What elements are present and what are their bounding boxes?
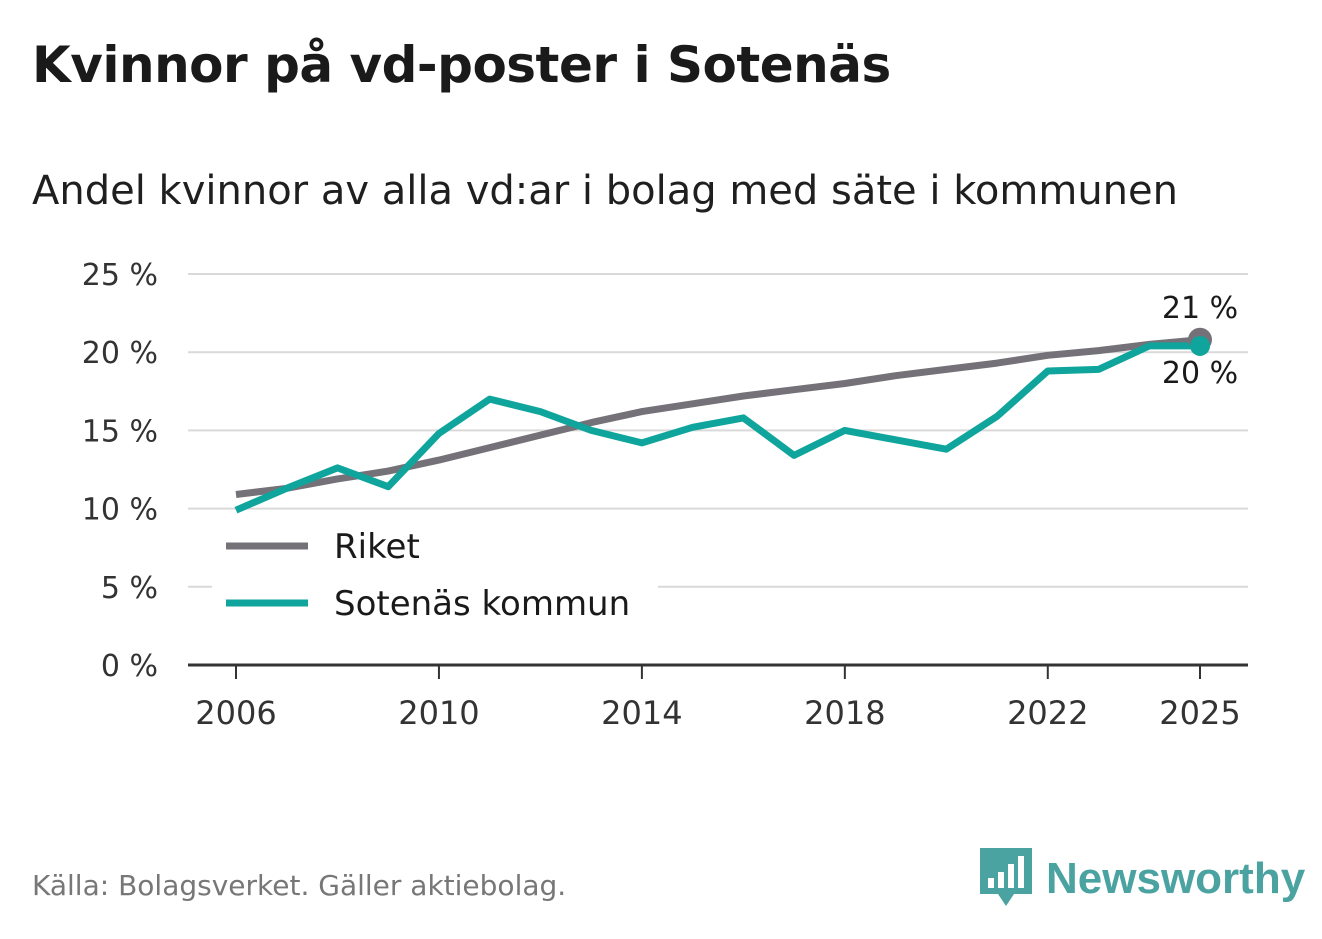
source-note: Källa: Bolagsverket. Gäller aktiebolag. [32,869,567,902]
x-tick-label: 2010 [398,694,479,732]
series-line-sotenas [234,342,1200,514]
y-tick-label: 20 % [82,336,158,371]
legend-label-riket: Riket [334,527,420,567]
legend-background [212,522,658,634]
legend: Riket Sotenäs kommun [212,522,658,634]
y-axis-ticks: 0 % 5 % 10 % 15 % 20 % 25 % [82,258,158,684]
end-label-riket: 21 % [1162,291,1238,326]
y-tick-label: 25 % [82,258,158,293]
y-tick-label: 15 % [82,414,158,449]
x-tick-label: 2025 [1159,694,1240,732]
chart-title: Kvinnor på vd-poster i Sotenäs [32,36,891,94]
legend-label-sotenas: Sotenäs kommun [334,584,630,624]
x-tick-label: 2018 [804,694,885,732]
x-axis-ticks: 2006 2010 2014 2018 2022 2025 [195,665,1241,732]
brand-name: Newsworthy [1046,854,1306,903]
brand-logo: Newsworthy [980,848,1305,910]
series-line-riket [235,336,1201,498]
end-point-sotenas [1190,335,1210,356]
end-markers: 21 % 20 % [1162,291,1238,391]
x-tick-label: 2014 [601,694,682,732]
chart-subtitle: Andel kvinnor av alla vd:ar i bolag med … [32,168,1178,214]
x-tick-label: 2022 [1007,694,1088,732]
x-tick-label: 2006 [195,694,276,732]
y-tick-label: 10 % [82,493,158,528]
y-tick-label: 5 % [101,571,158,606]
end-label-sotenas: 20 % [1162,356,1238,391]
bar-chart-speech-bubble-icon [980,848,1032,906]
y-tick-label: 0 % [101,649,158,684]
series-lines [234,336,1201,514]
